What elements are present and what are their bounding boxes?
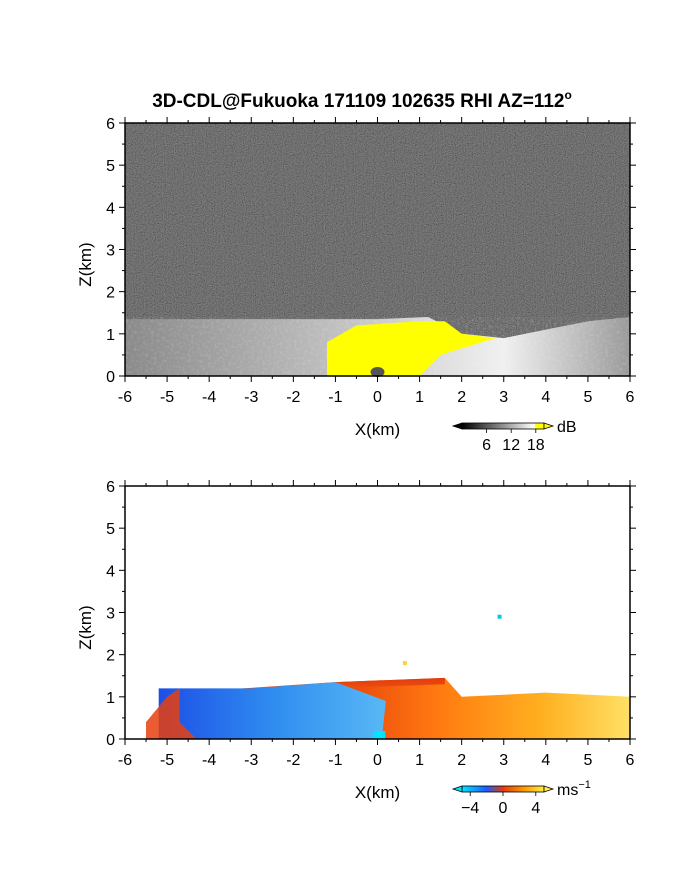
y-tick-label: 1: [106, 327, 115, 344]
colorbar-bar: [461, 422, 545, 430]
x-tick-label: -6: [118, 752, 132, 769]
x-axis-label: X(km): [355, 783, 400, 802]
x-tick-label: 1: [415, 389, 424, 406]
x-tick-label: -6: [118, 389, 132, 406]
x-tick-label: 0: [373, 389, 382, 406]
y-axis-label: Z(km): [76, 242, 95, 286]
x-tick-label: 6: [626, 752, 635, 769]
negative-velocity-region: [158, 682, 386, 739]
colorbar-min-arrow: [451, 422, 463, 430]
x-tick-label: -1: [328, 389, 342, 406]
x-tick-label: 0: [373, 752, 382, 769]
y-tick-label: 4: [106, 563, 115, 580]
x-tick-label: -3: [244, 389, 258, 406]
y-tick-label: 6: [106, 116, 115, 133]
y-tick-label: 5: [106, 521, 115, 538]
x-tick-label: -4: [202, 752, 216, 769]
colorbar-max-arrow: [543, 785, 555, 793]
y-tick-label: 4: [106, 200, 115, 217]
isolated-data-point: [497, 614, 502, 619]
x-tick-label: -4: [202, 389, 216, 406]
colorbar-tick-label: −4: [461, 800, 479, 817]
figure-title: 3D-CDL@Fukuoka 171109 102635 RHI AZ=112o: [152, 88, 572, 112]
x-tick-label: 5: [583, 389, 592, 406]
colorbar-unit: ms−1: [557, 779, 591, 799]
x-tick-label: 3: [499, 752, 508, 769]
velocity-panel: -6 -5 -4 -3 -2 -1 0 1 2 3 4 5 6 0 1 2 3 4 5 6 X(km) Z(km) −4 0 4…: [76, 479, 636, 817]
x-tick-label: -2: [286, 752, 300, 769]
colorbar: 6 12 18 dB: [451, 419, 577, 454]
y-tick-label: 6: [106, 479, 115, 496]
x-tick-label: 6: [626, 389, 635, 406]
y-tick-label: 3: [106, 243, 115, 260]
colorbar: −4 0 4 ms−1: [451, 779, 591, 817]
y-axis-label: Z(km): [76, 605, 95, 649]
colorbar-tick-label: 0: [499, 800, 508, 817]
x-tick-label: -3: [244, 752, 258, 769]
x-axis-label: X(km): [355, 420, 400, 439]
positive-velocity-region: [335, 677, 630, 739]
y-tick-label: 5: [106, 158, 115, 175]
colorbar-unit: dB: [557, 419, 577, 436]
colorbar-tick-label: 4: [531, 800, 540, 817]
x-tick-label: 1: [415, 752, 424, 769]
x-tick-label: 4: [541, 389, 550, 406]
y-tick-label: 2: [106, 285, 115, 302]
y-tick-label: 3: [106, 606, 115, 623]
colorbar-bar: [461, 785, 545, 793]
colorbar-tick-label: 6: [482, 437, 491, 454]
lower-edge-mix: [146, 688, 197, 739]
colorbar-min-arrow: [451, 785, 463, 793]
x-tick-label: 2: [457, 752, 466, 769]
colorbar-tick-label: 18: [527, 437, 545, 454]
y-tick-label: 1: [106, 690, 115, 707]
colorbar-max-arrow: [543, 422, 555, 430]
x-tick-label: -1: [328, 752, 342, 769]
isolated-data-point: [402, 661, 407, 666]
x-tick-label: 5: [583, 752, 592, 769]
lidar-site-mark: [370, 367, 385, 377]
x-tick-label: -5: [160, 389, 174, 406]
y-tick-label: 0: [106, 369, 115, 386]
x-tick-label: -2: [286, 389, 300, 406]
x-tick-label: 3: [499, 389, 508, 406]
x-tick-label: -5: [160, 752, 174, 769]
x-tick-label: 4: [541, 752, 550, 769]
saturated-region: [327, 321, 496, 376]
colorbar-tick-label: 12: [502, 437, 520, 454]
y-tick-label: 2: [106, 648, 115, 665]
y-tick-label: 0: [106, 732, 115, 749]
x-tick-label: 2: [457, 389, 466, 406]
near-site-cell: [373, 731, 386, 739]
